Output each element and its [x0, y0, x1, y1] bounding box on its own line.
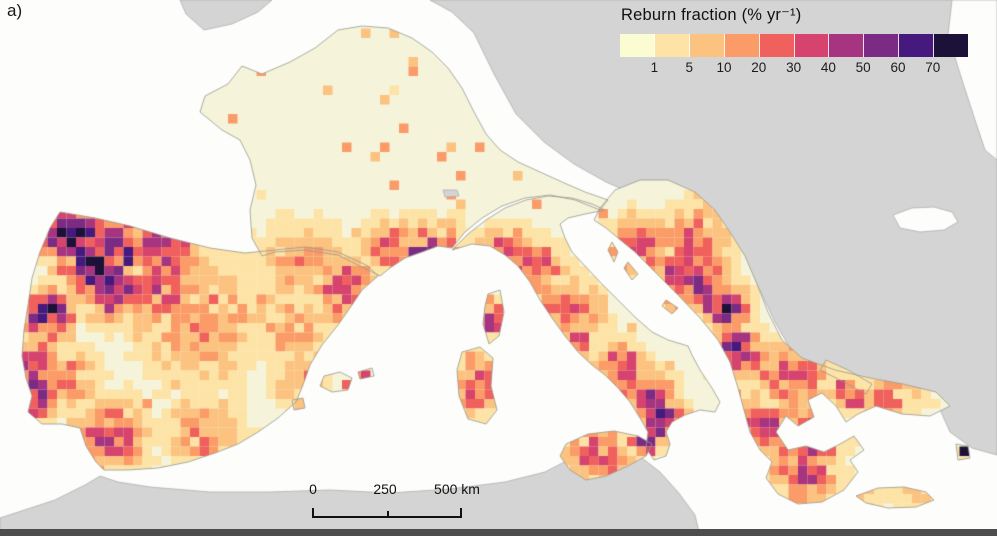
legend-tick-label: 30 [786, 60, 802, 75]
panel-label: a) [7, 1, 23, 20]
legend-tick-label: 5 [685, 60, 693, 75]
scalebar-label-0: 0 [309, 481, 317, 497]
window-bottom-edge [0, 529, 997, 536]
legend-title: Reburn fraction (% yr⁻¹) [621, 6, 802, 24]
legend-tick-labels: 1 5 10 20 30 40 50 60 70 [637, 57, 951, 75]
legend-swatch [724, 34, 760, 57]
legend-swatch [689, 34, 725, 57]
legend-swatch [899, 34, 935, 57]
scalebar-label-250: 250 [373, 481, 397, 497]
legend-tick-label: 50 [855, 60, 871, 75]
legend-swatch [829, 34, 865, 57]
legend-swatch [864, 34, 900, 57]
legend-tick-label: 1 [650, 60, 659, 75]
legend-colorbar [620, 34, 969, 57]
scalebar-midtick [387, 511, 389, 516]
legend-tick-label: 10 [716, 60, 732, 75]
legend-swatch [934, 34, 969, 57]
legend: Reburn fraction (% yr⁻¹) 1 5 10 20 30 40 50 60 7… [620, 5, 980, 75]
legend-swatch [620, 34, 655, 57]
legend-tick-label: 70 [925, 60, 941, 75]
legend-swatch [654, 34, 690, 57]
scalebar-label-500: 500 km [434, 481, 480, 497]
legend-tick-label: 20 [751, 60, 767, 75]
legend-swatch [794, 34, 830, 57]
legend-swatch [759, 34, 795, 57]
scalebar-line [312, 508, 462, 518]
legend-tick-label: 60 [890, 60, 906, 75]
legend-tick-label: 40 [820, 60, 836, 75]
scale-bar: 0 250 500 km [304, 481, 480, 523]
